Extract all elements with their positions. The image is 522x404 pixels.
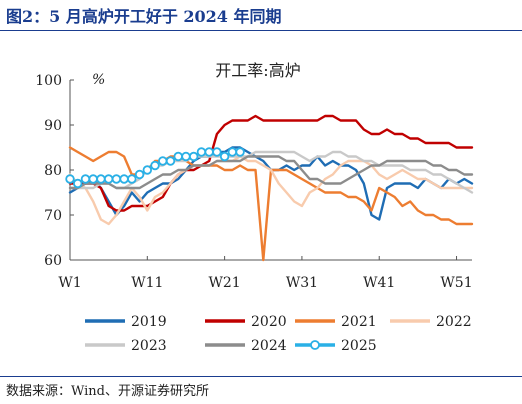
series-point-2025: [103, 174, 114, 184]
legend-label-2025: 2025: [341, 338, 377, 354]
series-lines: [68, 114, 474, 262]
legend-label-2024: 2024: [251, 338, 287, 354]
series-point-2025: [127, 174, 137, 184]
x-tick-label: W21: [209, 275, 241, 291]
footer-rule: [0, 376, 522, 377]
legend-label-2023: 2023: [131, 338, 167, 354]
series-point-2025: [204, 147, 214, 157]
y-axis-unit: %: [92, 72, 105, 88]
source-note: 数据来源：Wind、开源证券研究所: [6, 384, 209, 399]
series-point-2025: [111, 174, 122, 184]
x-tick-label: W31: [286, 275, 318, 291]
chart-title: 开工率:高炉: [215, 61, 300, 80]
series-point-2025: [219, 151, 230, 162]
series-point-2025: [227, 147, 238, 157]
header-rule: [0, 30, 522, 31]
x-tick-label: W11: [131, 275, 163, 291]
series-point-2025: [158, 156, 168, 166]
series-point-2025: [235, 147, 245, 157]
legend-marker-2025: [310, 340, 320, 350]
blast-furnace-chart: 开工率:高炉 % 60 70 80 90 100 W1 W11 W21 W31 W41 W51 20…: [35, 61, 474, 354]
figure-title: 图2：5 月高炉开工好于 2024 年同期: [6, 7, 282, 26]
series-point-2025: [188, 151, 199, 162]
series-point-2025: [196, 147, 207, 157]
series-point-2025: [96, 174, 106, 184]
series-line-2022: [68, 155, 474, 226]
x-tick-label: W41: [363, 275, 395, 291]
series-line-2024: [68, 155, 474, 190]
series-point-2025: [212, 147, 222, 157]
legend-label-2019: 2019: [131, 314, 167, 330]
axes: 60 70 80 90 100 W1 W11 W21 W31 W41 W51: [35, 73, 472, 291]
series-point-2025: [134, 169, 145, 180]
series-point-2025: [80, 174, 91, 184]
y-tick-label: 60: [44, 253, 62, 269]
y-tick-label: 80: [44, 163, 62, 179]
legend: 2019 2020 2021 2022 2023 2024 2025: [85, 314, 472, 354]
series-point-2025: [165, 156, 176, 166]
series-line-2021: [68, 146, 474, 262]
legend-label-2020: 2020: [251, 314, 287, 330]
legend-label-2022: 2022: [436, 314, 472, 330]
series-line-2023: [68, 150, 474, 194]
series-point-2025: [150, 160, 160, 171]
series-line-2020: [68, 114, 474, 212]
x-tick-label: W51: [440, 275, 472, 291]
series-point-2025: [142, 165, 153, 175]
series-point-2025: [181, 151, 191, 162]
y-tick-label: 100: [35, 73, 62, 89]
series-point-2025: [65, 174, 75, 184]
series-point-2025: [119, 174, 129, 184]
series-point-2025: [73, 178, 83, 189]
legend-label-2021: 2021: [341, 314, 377, 330]
y-tick-label: 90: [44, 118, 62, 134]
x-tick-label: W1: [58, 275, 81, 291]
series-point-2025: [173, 151, 183, 162]
series-point-2025: [88, 174, 98, 184]
y-tick-label: 70: [44, 208, 62, 224]
series-markers: [65, 147, 245, 189]
